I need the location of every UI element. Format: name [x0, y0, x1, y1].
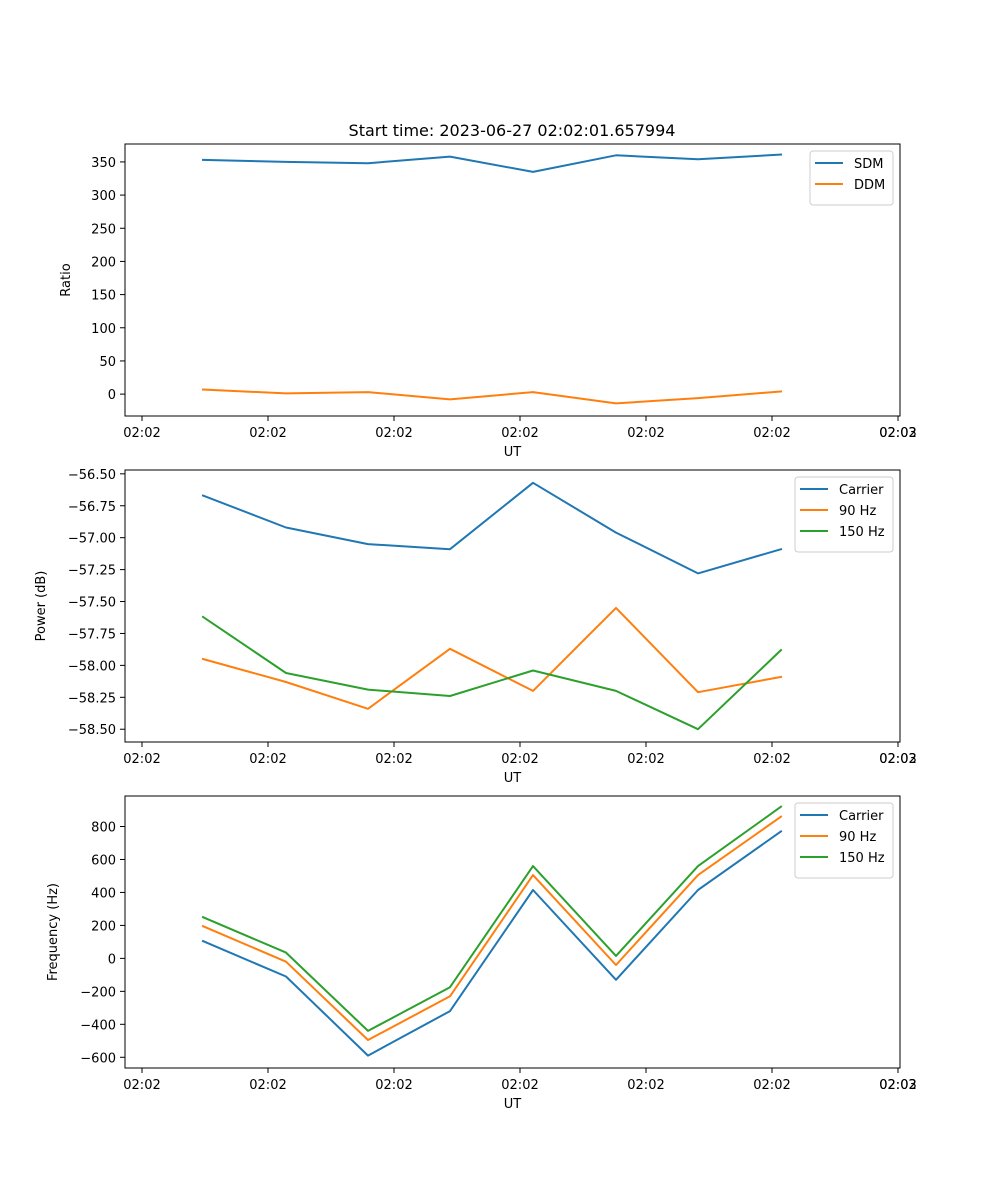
x-tick-label: 02:02 [123, 426, 160, 441]
x-tick-label: 02:02 [123, 752, 160, 767]
y-tick-label: 0 [108, 952, 116, 967]
x-tick-label: 02:02 [879, 1078, 916, 1093]
series-line-ddm [201, 388, 783, 405]
x-tick-label: 02:02 [879, 752, 916, 767]
x-tick-label: 02:02 [501, 426, 538, 441]
legend-label: 90 Hz [839, 830, 876, 845]
x-tick-label: 02:02 [375, 426, 412, 441]
axes-frame [124, 795, 901, 1069]
y-tick-label: −57.50 [68, 596, 116, 611]
x-tick-label: 02:02 [627, 752, 664, 767]
legend: Carrier 90 Hz 150 Hz [794, 476, 894, 553]
legend-box [809, 150, 894, 206]
axes-frame [124, 469, 901, 743]
y-tick-label: 200 [91, 919, 116, 934]
y-tick-label: 0 [108, 388, 116, 403]
y-tick-label: 200 [91, 255, 116, 270]
y-tick-label: 50 [99, 355, 116, 370]
x-tick-label: 02:02 [501, 1078, 538, 1093]
axes-frame [124, 143, 901, 417]
x-tick-label: 02:02 [249, 1078, 286, 1093]
y-tick-label: −56.75 [68, 500, 116, 515]
y-tick-label: −57.75 [68, 627, 116, 642]
y-tick-label: 600 [91, 853, 116, 868]
panel-3: 02:02 02:02 02:02 02:02 02:02 02:02 02:0202:03… [46, 795, 917, 1112]
legend-label: 150 Hz [839, 525, 885, 540]
x-axis-label: UT [504, 1097, 522, 1112]
y-axis-label: Frequency (Hz) [46, 883, 61, 981]
series-line-90-hz [201, 606, 783, 710]
legend-label: Carrier [839, 483, 884, 498]
legend-label: 150 Hz [839, 851, 885, 866]
x-tick-label: 02:02 [627, 426, 664, 441]
x-tick-label: 02:02 [753, 426, 790, 441]
x-tick-label: 02:02 [753, 1078, 790, 1093]
x-tick-label: 02:02 [501, 752, 538, 767]
y-tick-label: 100 [91, 322, 116, 337]
y-tick-label: −58.50 [68, 723, 116, 738]
x-tick-label: 02:02 [249, 752, 286, 767]
x-tick-label: 02:02 [879, 426, 916, 441]
y-axis-label: Power (dB) [34, 571, 49, 642]
x-axis-label: UT [504, 771, 522, 786]
x-tick-label: 02:02 [753, 752, 790, 767]
panel-1: 02:02 02:02 02:02 02:02 02:02 02:02 02:0202:03… [59, 143, 917, 460]
panel-2: 02:02 02:02 02:02 02:02 02:02 02:02 02:0202:03… [34, 468, 917, 786]
series-line-sdm [201, 153, 783, 173]
x-tick-label: 02:02 [123, 1078, 160, 1093]
x-tick-label: 02:02 [627, 1078, 664, 1093]
x-tick-label: 02:03 [879, 1078, 916, 1093]
legend-box [794, 476, 894, 553]
legend: SDM DDM [809, 150, 894, 206]
series-line-90-hz [201, 815, 783, 1041]
series-line-150-hz [201, 615, 783, 731]
series-line-carrier [201, 481, 783, 575]
panels: 02:02 02:02 02:02 02:02 02:02 02:02 02:0202:03… [34, 143, 917, 1112]
y-axis-label: Ratio [59, 263, 74, 296]
legend-label: SDM [854, 157, 883, 172]
y-tick-label: −56.50 [68, 468, 116, 483]
series-line-carrier [201, 830, 783, 1057]
legend-box [794, 802, 894, 879]
y-tick-label: −600 [80, 1051, 116, 1066]
y-tick-label: 250 [91, 222, 116, 237]
y-tick-label: −58.25 [68, 691, 116, 706]
y-tick-label: −58.00 [68, 659, 116, 674]
x-tick-label: 02:02 [375, 1078, 412, 1093]
legend-label: Carrier [839, 809, 884, 824]
legend-label: 90 Hz [839, 504, 876, 519]
x-tick-label: 02:02 [375, 752, 412, 767]
series-line-150-hz [201, 805, 783, 1032]
legend: Carrier 90 Hz 150 Hz [794, 802, 894, 879]
y-tick-label: 400 [91, 886, 116, 901]
y-tick-label: 300 [91, 189, 116, 204]
y-tick-label: 350 [91, 156, 116, 171]
y-tick-label: −400 [80, 1018, 116, 1033]
legend-label: DDM [854, 178, 885, 193]
x-axis-label: UT [504, 445, 522, 460]
y-tick-label: −57.00 [68, 532, 116, 547]
x-tick-label: 02:02 [249, 426, 286, 441]
x-tick-label: 02:03 [879, 426, 916, 441]
y-tick-label: 150 [91, 289, 116, 304]
chart-title: Start time: 2023-06-27 02:02:01.657994 [349, 121, 676, 140]
y-tick-label: −200 [80, 985, 116, 1000]
x-tick-label: 02:03 [879, 752, 916, 767]
y-tick-label: 800 [91, 820, 116, 835]
y-tick-label: −57.25 [68, 564, 116, 579]
